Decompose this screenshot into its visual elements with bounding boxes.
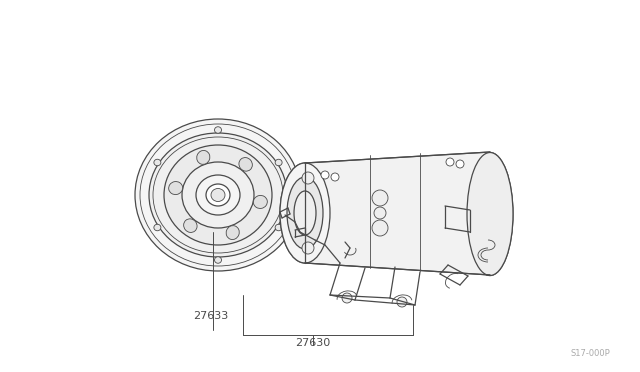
Ellipse shape — [182, 162, 254, 228]
Text: 27633: 27633 — [193, 311, 228, 321]
Ellipse shape — [140, 124, 296, 266]
Ellipse shape — [154, 159, 161, 166]
Ellipse shape — [214, 127, 221, 133]
Ellipse shape — [135, 119, 301, 271]
Ellipse shape — [287, 177, 323, 249]
Circle shape — [397, 297, 407, 307]
Ellipse shape — [211, 189, 225, 202]
Polygon shape — [305, 152, 490, 275]
Ellipse shape — [164, 145, 272, 245]
Ellipse shape — [275, 159, 282, 166]
Ellipse shape — [280, 163, 330, 263]
Ellipse shape — [196, 150, 210, 164]
Circle shape — [372, 220, 388, 236]
Ellipse shape — [184, 219, 197, 232]
Ellipse shape — [275, 224, 282, 231]
Ellipse shape — [467, 153, 513, 276]
Ellipse shape — [239, 158, 252, 171]
Ellipse shape — [154, 224, 161, 231]
Ellipse shape — [280, 163, 330, 263]
Circle shape — [456, 160, 464, 168]
Circle shape — [321, 171, 329, 179]
Text: S17-000P: S17-000P — [570, 349, 610, 358]
Ellipse shape — [153, 137, 283, 253]
Circle shape — [372, 190, 388, 206]
Ellipse shape — [226, 226, 239, 240]
Circle shape — [446, 158, 454, 166]
Ellipse shape — [294, 191, 316, 235]
Ellipse shape — [253, 195, 268, 208]
Circle shape — [374, 207, 386, 219]
Ellipse shape — [169, 182, 182, 195]
Circle shape — [342, 293, 352, 303]
Ellipse shape — [149, 133, 287, 257]
Ellipse shape — [196, 175, 240, 215]
Circle shape — [302, 242, 314, 254]
Circle shape — [331, 173, 339, 181]
Ellipse shape — [214, 257, 221, 263]
Ellipse shape — [206, 184, 230, 206]
Circle shape — [302, 172, 314, 184]
Ellipse shape — [467, 153, 513, 276]
Text: 27630: 27630 — [296, 338, 331, 348]
